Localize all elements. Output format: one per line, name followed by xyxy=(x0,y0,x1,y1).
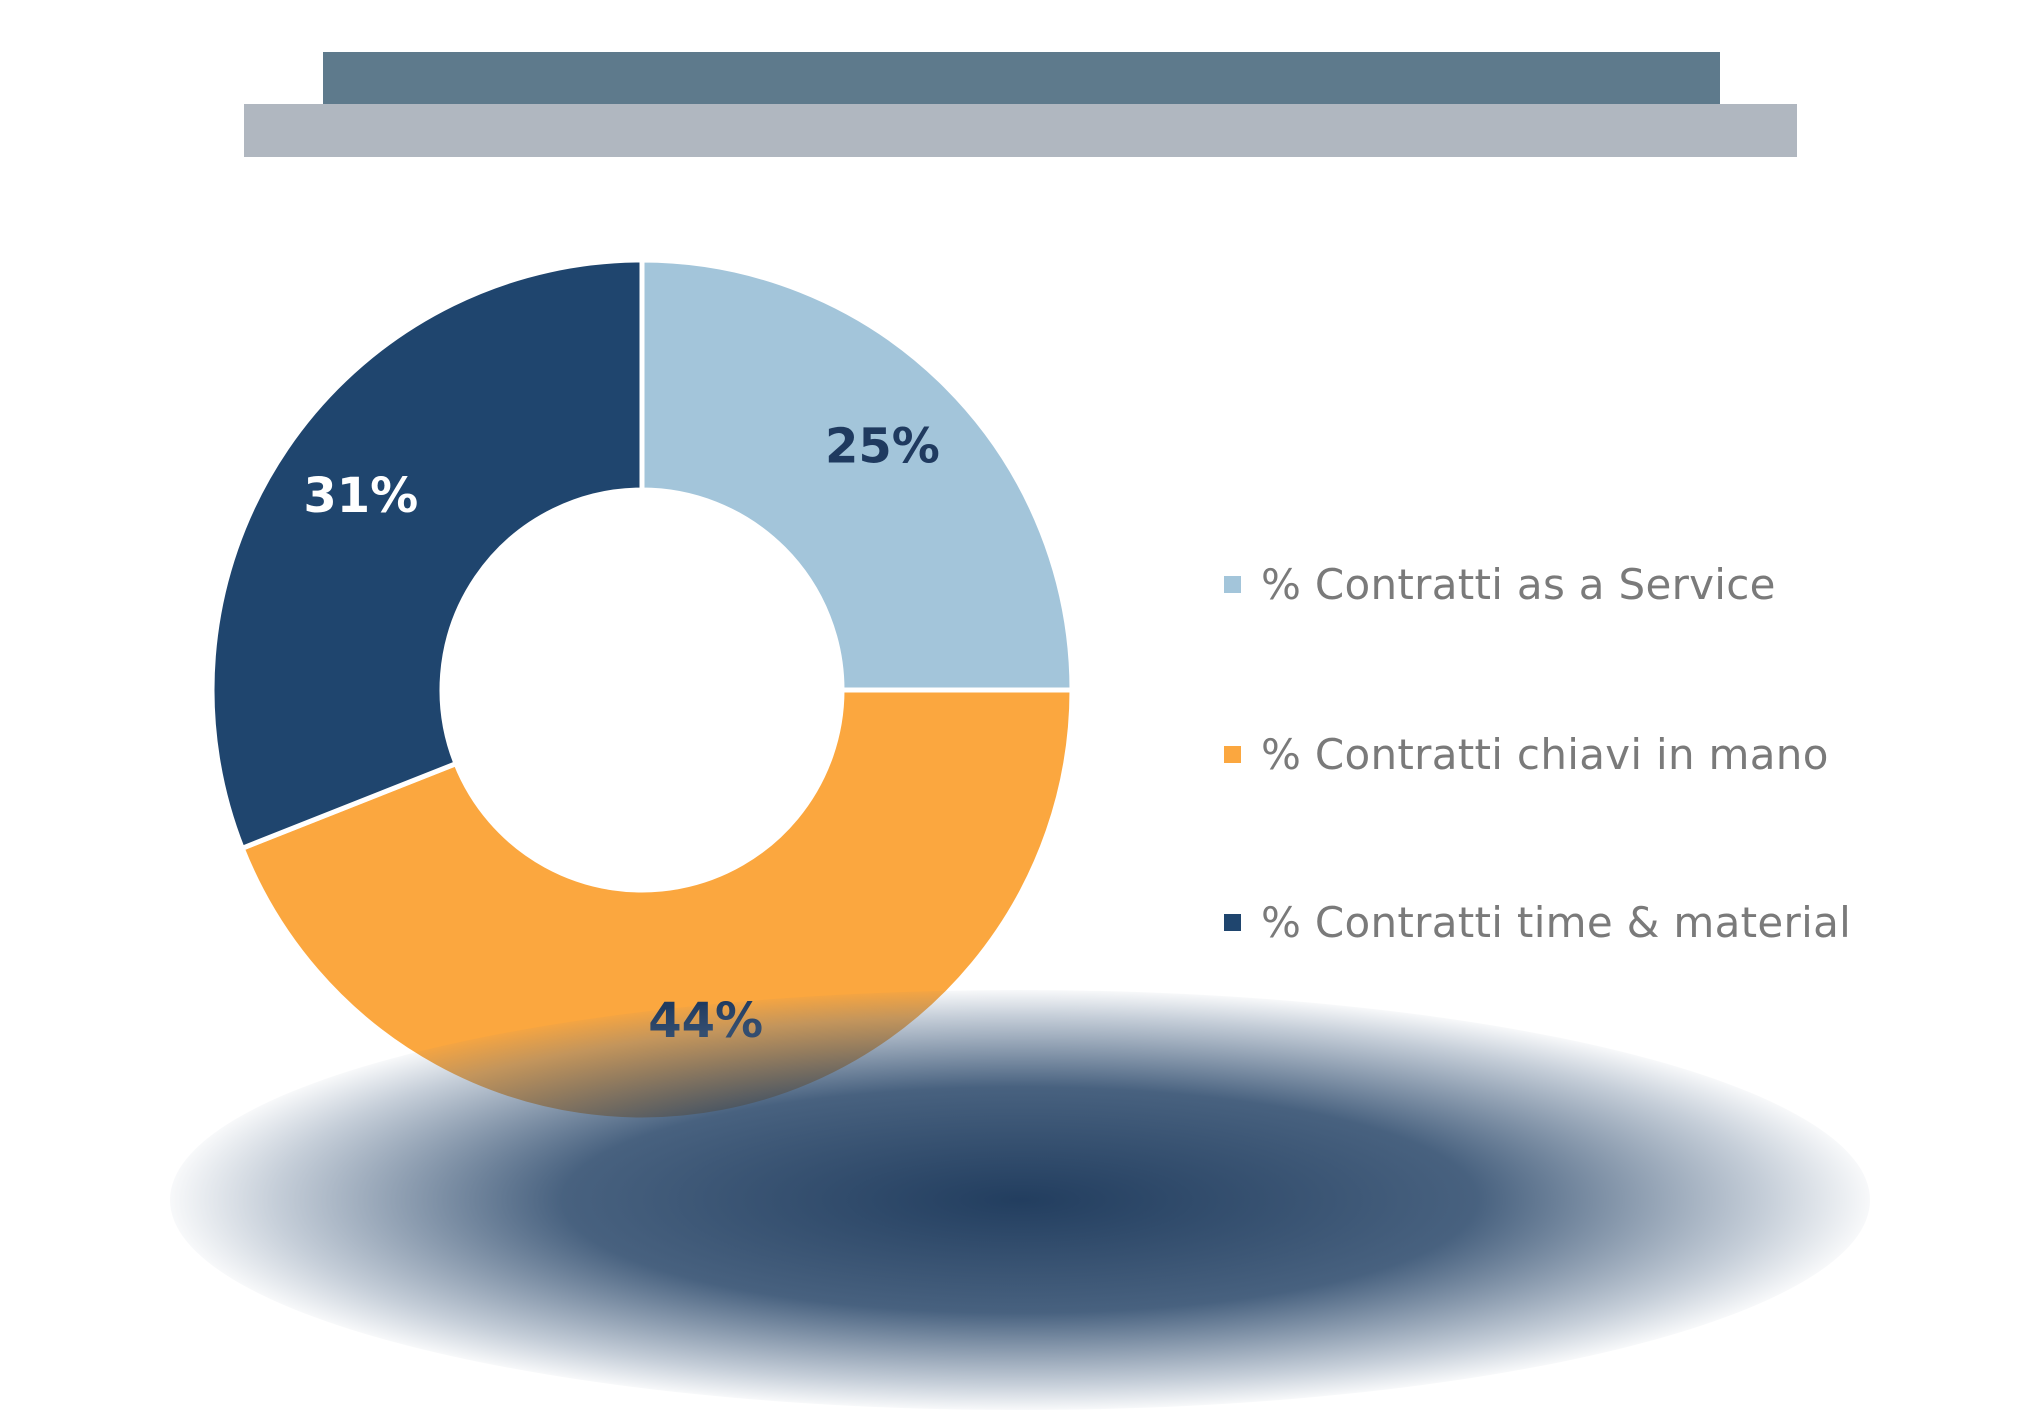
donut-slice-time-and-material xyxy=(209,257,645,852)
legend-label: % Contratti time & material xyxy=(1261,898,1852,947)
legend-item-as-a-service: % Contratti as a Service xyxy=(1224,560,1776,609)
header-bar-dark xyxy=(323,52,1720,104)
header-bar-light xyxy=(244,104,1797,157)
data-label-as-a-service: 25% xyxy=(825,419,940,475)
legend-item-chiavi-in-mano: % Contratti chiavi in mano xyxy=(1224,730,1829,779)
bottom-glow-decoration xyxy=(170,990,1870,1410)
legend-swatch xyxy=(1224,576,1241,593)
legend-swatch xyxy=(1224,746,1241,763)
legend-label: % Contratti as a Service xyxy=(1261,560,1776,609)
data-label-time-and-material: 31% xyxy=(303,468,418,524)
legend-item-time-and-material: % Contratti time & material xyxy=(1224,898,1851,947)
legend-label: % Contratti chiavi in mano xyxy=(1261,730,1829,779)
legend-swatch xyxy=(1224,914,1241,931)
donut-slice-as-a-service xyxy=(639,257,1075,693)
